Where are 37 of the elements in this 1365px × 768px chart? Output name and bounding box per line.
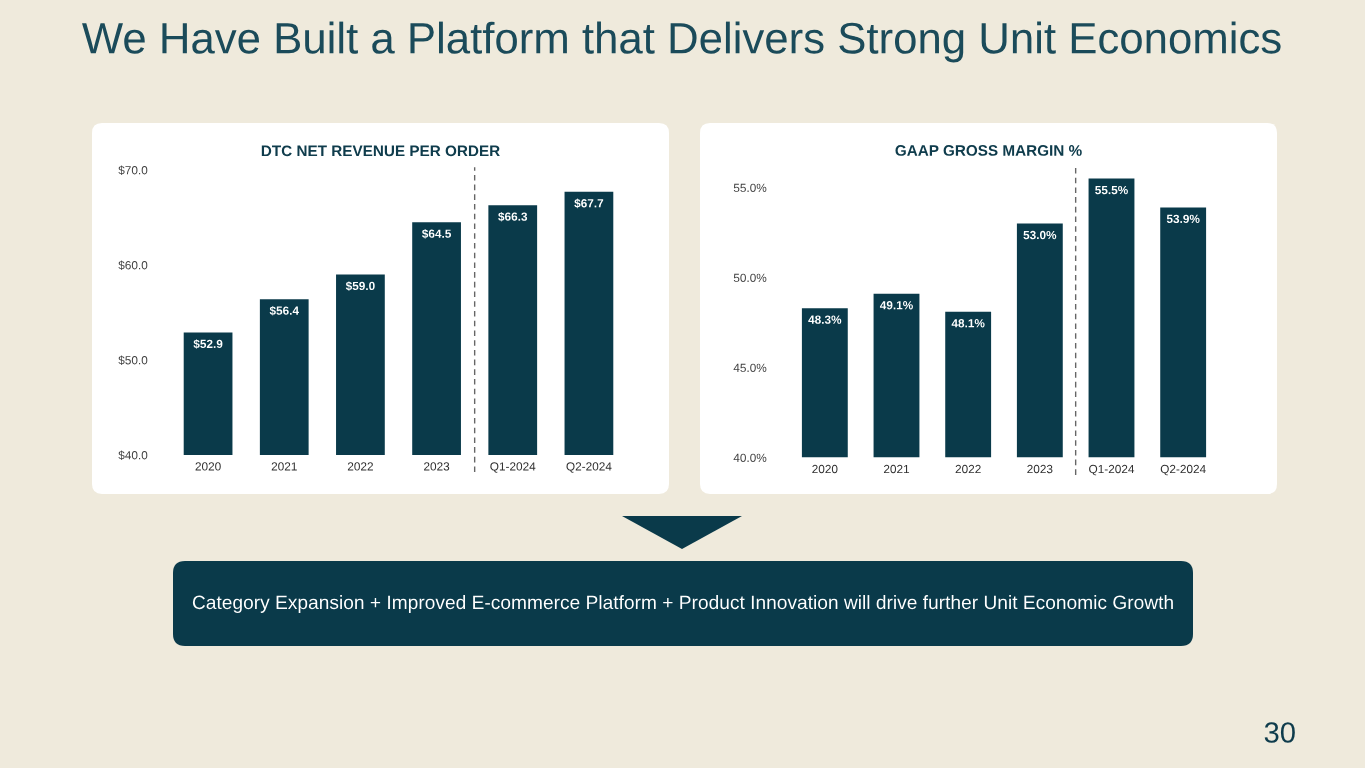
data-label: 53.0% <box>1023 230 1057 240</box>
x-tick-label: Q1-2024 <box>1089 464 1135 476</box>
y-tick-label: 45.0% <box>733 363 767 372</box>
x-tick-label: Q1-2024 <box>490 462 536 473</box>
chart-title: DTC NET REVENUE PER ORDER <box>261 145 500 157</box>
text: Category Expansion + Improved E-commerce Platform + Product Innovation will drive further Unit Economic Growth <box>192 595 1173 613</box>
data-label: 53.9% <box>1166 214 1200 224</box>
data-label: $64.5 <box>421 228 452 239</box>
x-tick-label: 2023 <box>424 462 450 471</box>
data-label: 55.5% <box>1095 185 1128 195</box>
y-tick-label: $40.0 <box>118 450 148 461</box>
data-label: 48.3% <box>808 315 842 324</box>
data-label: 48.1% <box>951 319 985 328</box>
data-label: $52.9 <box>193 339 223 349</box>
x-tick-label: 2020 <box>195 462 221 471</box>
chart-title: GAAP GROSS MARGIN % <box>895 145 1082 156</box>
y-tick-label: $70.0 <box>118 165 148 176</box>
data-label: $66.3 <box>498 211 528 222</box>
data-label: $59.0 <box>345 281 375 291</box>
x-tick-label: Q2-2024 <box>1160 464 1206 476</box>
x-tick-label: 2023 <box>1027 464 1053 474</box>
text: 30 <box>1264 722 1295 743</box>
y-tick-label: 50.0% <box>733 273 767 282</box>
text: We Have Built a Platform that Delivers Strong Unit Economics <box>82 21 1281 63</box>
x-tick-label: 2020 <box>812 464 838 474</box>
y-tick-label: 55.0% <box>733 183 767 192</box>
y-tick-label: $60.0 <box>118 260 148 271</box>
data-label: $56.4 <box>269 305 299 316</box>
x-tick-label: 2022 <box>347 462 373 471</box>
data-label: 49.1% <box>879 301 913 310</box>
y-tick-label: $50.0 <box>118 355 148 366</box>
data-label: $67.7 <box>574 198 604 209</box>
x-tick-label: 2021 <box>883 464 910 474</box>
y-tick-label: 40.0% <box>733 453 767 462</box>
x-tick-label: 2022 <box>955 464 981 474</box>
x-tick-label: 2021 <box>271 462 297 471</box>
x-tick-label: Q2-2024 <box>566 462 612 473</box>
